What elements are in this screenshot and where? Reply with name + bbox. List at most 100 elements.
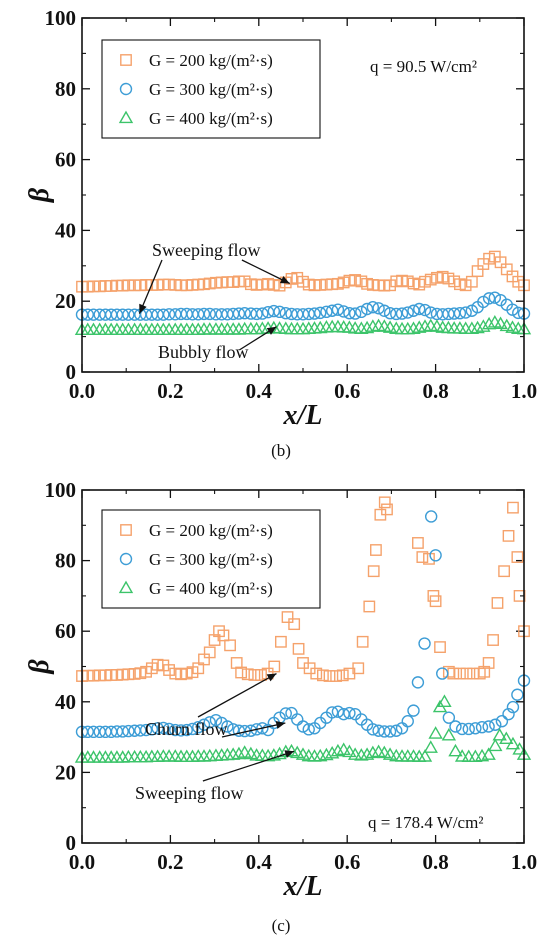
data-point: [383, 307, 397, 320]
data-point: [412, 320, 427, 333]
data-point: [423, 552, 435, 565]
x-tick-label: 0.6: [334, 379, 360, 403]
data-point: [502, 707, 515, 721]
data-point: [232, 307, 246, 320]
data-point: [401, 306, 414, 319]
data-point: [122, 668, 135, 681]
y-tick-label: 40: [55, 690, 76, 714]
legend-marker: [120, 524, 132, 536]
data-point: [470, 320, 485, 334]
data-point: [459, 306, 472, 319]
data-point: [320, 305, 333, 319]
data-point: [494, 256, 507, 269]
data-point: [281, 611, 294, 623]
series-triangle: [74, 315, 532, 336]
data-point: [488, 738, 503, 752]
data-point: [224, 639, 236, 652]
data-point: [87, 308, 100, 321]
y-tick-label: 20: [55, 289, 76, 313]
data-point: [417, 749, 433, 762]
data-point: [382, 747, 398, 760]
annotation-arrow-head: [284, 750, 295, 758]
series-circle: [75, 510, 531, 739]
data-point: [467, 667, 480, 680]
data-point: [507, 501, 519, 514]
legend-label: G = 400 kg/(m²·s): [149, 109, 273, 128]
data-point: [122, 279, 135, 292]
data-point: [116, 308, 129, 321]
condition-text: q = 178.4 W/cm²: [368, 813, 483, 832]
data-point: [481, 747, 496, 760]
data-point: [203, 716, 216, 729]
data-point: [378, 496, 391, 509]
data-point: [343, 307, 356, 320]
data-point: [406, 321, 421, 334]
data-point: [330, 743, 346, 757]
data-point: [378, 725, 391, 738]
data-point: [469, 722, 482, 735]
data-point: [310, 667, 323, 680]
annotation-arrow-head: [266, 673, 277, 682]
y-axis-label: β: [24, 187, 55, 203]
data-point: [383, 725, 397, 738]
data-point: [325, 706, 339, 719]
data-point: [330, 670, 343, 682]
annotation-arrow-line: [197, 672, 277, 718]
data-point: [382, 320, 398, 333]
data-point: [308, 307, 321, 320]
data-point: [494, 293, 507, 307]
data-point: [272, 746, 287, 760]
data-point: [203, 307, 216, 321]
plot-frame: [81, 17, 525, 373]
data-point: [209, 713, 223, 727]
annotation-arrow-head: [279, 275, 290, 284]
legend-marker: [120, 54, 132, 66]
data-point: [424, 306, 437, 319]
y-tick-label: 80: [55, 77, 76, 101]
chart-panel-b: 0.0 0.2 0.4 0.6 0.8 1.0 0 20 40 60 80 100 x/L β G = 20…: [24, 6, 537, 460]
data-point: [275, 635, 287, 648]
legend-box: [101, 509, 321, 609]
data-point: [202, 748, 217, 762]
data-point: [186, 722, 199, 736]
data-point: [416, 551, 429, 563]
data-point: [238, 307, 251, 320]
data-point: [367, 565, 380, 578]
data-point: [413, 302, 426, 316]
y-tick-label: 60: [55, 148, 76, 172]
series-triangle: [74, 694, 532, 763]
data-point: [437, 694, 452, 707]
data-point: [316, 669, 329, 682]
data-point: [266, 748, 282, 761]
data-point: [424, 510, 438, 523]
data-point: [359, 747, 375, 760]
data-point: [365, 745, 381, 759]
data-point: [122, 724, 135, 738]
data-point: [448, 743, 463, 757]
y-tick-label: 0: [66, 360, 77, 384]
x-tick-label: 0.2: [157, 850, 183, 874]
data-point: [491, 597, 504, 609]
data-point: [336, 742, 351, 755]
x-tick-label: 0.2: [157, 379, 183, 403]
data-point: [121, 749, 136, 763]
data-point: [454, 749, 470, 762]
data-point: [122, 308, 135, 321]
series-square: [76, 496, 530, 682]
data-point: [372, 302, 385, 315]
data-point: [384, 279, 396, 292]
data-point: [495, 715, 509, 728]
x-tick-label: 0.6: [334, 850, 360, 874]
data-point: [455, 722, 469, 736]
annotation-label: Bubbly flow: [158, 342, 249, 362]
data-point: [454, 667, 466, 680]
data-point: [390, 724, 403, 737]
data-point: [475, 721, 489, 734]
data-point: [213, 625, 225, 638]
y-axis-label: β: [24, 659, 55, 675]
legend-label: G = 400 kg/(m²·s): [149, 579, 273, 598]
annotation-label: Sweeping flow: [135, 783, 243, 803]
data-point: [323, 670, 336, 682]
data-point: [324, 745, 340, 759]
